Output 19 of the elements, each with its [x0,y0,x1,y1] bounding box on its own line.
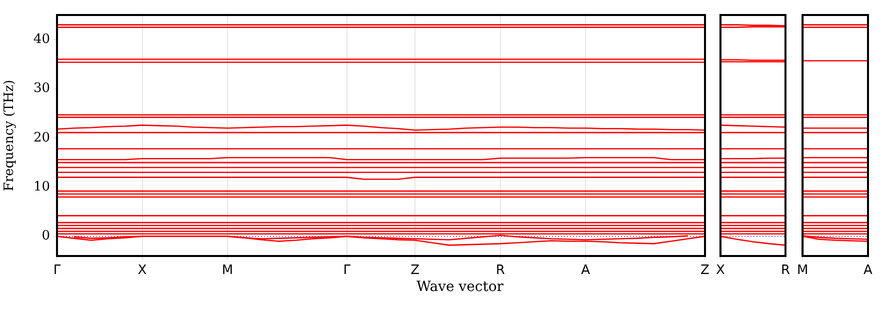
x-tick-label: Γ [343,263,352,278]
x-tick-label: X [138,263,147,278]
y-tick-label: 40 [33,32,50,47]
y-tick-label: 20 [33,130,50,146]
x-tick-label: R [780,263,790,278]
x-tick-label: R [496,263,505,278]
x-tick-label: A [581,263,590,278]
x-axis-title: Wave vector [416,279,504,295]
x-tick-label: A [864,263,873,278]
y-tick-label: 0 [42,228,50,244]
x-tick-label: Z [410,263,420,278]
y-tick-label: 30 [33,81,50,96]
y-tick-label: 10 [33,180,50,195]
x-tick-label: M [797,263,808,278]
x-tick-label: M [222,263,234,278]
x-tick-label: Z [700,263,710,278]
x-tick-label: X [716,263,725,278]
x-tick-label: Γ [53,263,62,278]
y-axis-title: Frequency (THz) [2,80,18,192]
